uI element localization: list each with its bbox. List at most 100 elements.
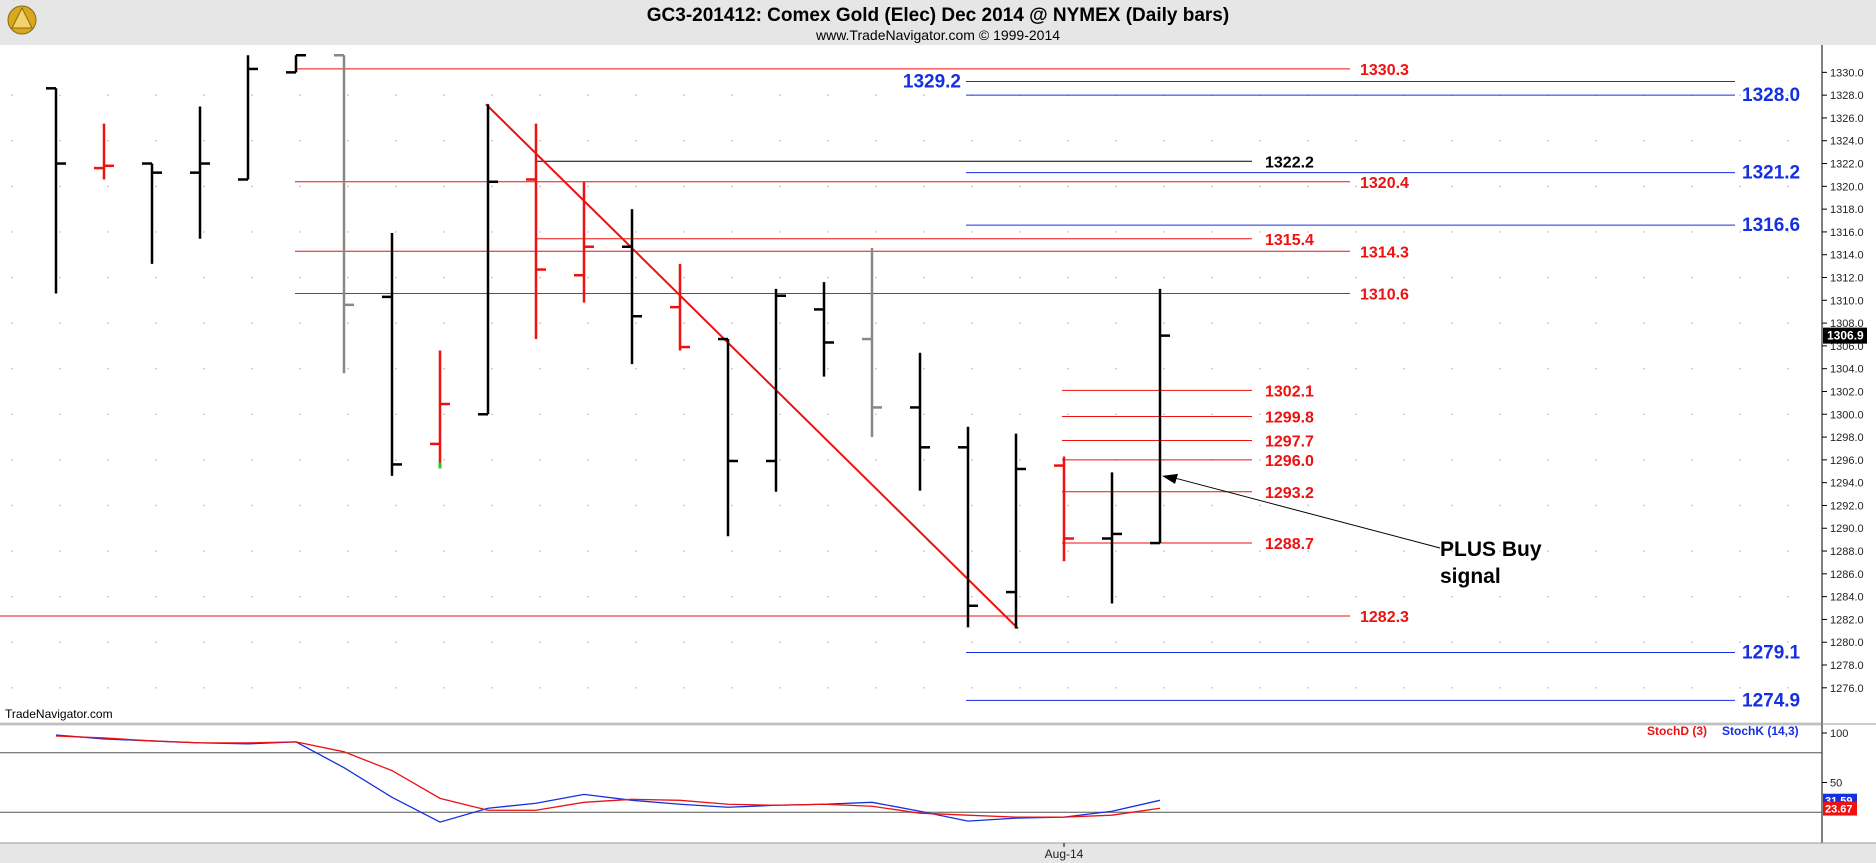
grid-dot [1211,641,1213,644]
grid-dot [443,459,445,461]
grid-dot [779,322,781,324]
grid-dot [155,367,157,370]
grid-dot [971,504,973,507]
level-label: 1296.0 [1265,453,1314,470]
grid-dot [779,231,781,233]
price-tick-label: 1310.0 [1830,295,1864,307]
grid-dot [491,595,493,598]
price-tick-label: 1324.0 [1830,136,1864,148]
level-label: 1282.3 [1360,609,1409,626]
grid-dot [1211,185,1213,188]
grid-dot [827,94,829,96]
grid-dot [1595,595,1597,598]
grid-dot [875,231,877,233]
grid-dot [203,595,205,598]
grid-dot [443,322,445,324]
grid-dot [347,139,349,142]
grid-dot [443,595,445,598]
grid-dot [1691,185,1693,188]
grid-dot [203,459,205,461]
grid-dot [11,185,13,188]
grid-dot [827,322,829,324]
grid-dot [1019,231,1021,233]
grid-dot [395,139,397,142]
grid-dot [1739,322,1741,324]
grid-dot [1067,550,1069,552]
grid-dot [587,550,589,552]
price-tick-label: 1300.0 [1830,409,1864,421]
grid-dot [59,641,61,644]
grid-dot [11,641,13,644]
grid-dot [1067,231,1069,233]
grid-dot [1307,367,1309,370]
grid-dot [1499,231,1501,233]
grid-dot [1355,687,1357,689]
grid-dot [1355,367,1357,370]
grid-dot [1547,504,1549,507]
grid-dot [827,641,829,644]
grid-dot [395,276,397,279]
grid-dot [443,94,445,96]
grid-dot [299,139,301,142]
grid-dot [251,367,253,370]
grid-dot [251,276,253,279]
grid-dot [299,641,301,644]
grid-dot [1451,231,1453,233]
price-tick-label: 1276.0 [1830,683,1864,695]
grid-dot [1403,641,1405,644]
grid-dot [635,504,637,507]
price-tick-label: 1302.0 [1830,386,1864,398]
grid-dot [1547,185,1549,188]
grid-dot [1739,94,1741,96]
grid-dot [779,687,781,689]
stochK-legend: StochK (14,3) [1722,724,1799,738]
grid-dot [683,641,685,644]
grid-dot [59,231,61,233]
grid-dot [395,459,397,461]
grid-dot [1307,231,1309,233]
grid-dot [971,550,973,552]
price-tick-label: 1314.0 [1830,250,1864,262]
grid-dot [683,687,685,689]
grid-dot [731,94,733,96]
level-label: 1288.7 [1265,536,1314,553]
grid-dot [683,550,685,552]
grid-dot [1499,139,1501,142]
grid-dot [587,139,589,142]
grid-dot [59,185,61,188]
grid-dot [1163,595,1165,598]
grid-dot [1739,687,1741,689]
price-bar [478,104,498,416]
grid-dot [299,276,301,279]
grid-dot [1163,276,1165,279]
grid-dot [1691,413,1693,416]
grid-dot [1451,322,1453,324]
grid-dot [1595,185,1597,188]
grid-dot [107,550,109,552]
grid-dot [731,504,733,507]
grid-dot [971,139,973,142]
grid-dot [1019,413,1021,416]
price-tick-label: 1306.0 [1830,341,1864,353]
grid-dot [251,413,253,416]
grid-dot [299,550,301,552]
grid-dot [1307,550,1309,552]
grid-dot [107,276,109,279]
price-tick-label: 1318.0 [1830,204,1864,216]
grid-dot [491,459,493,461]
grid-dot [395,322,397,324]
annotation-arrow [1173,477,1441,549]
grid-dot [395,641,397,644]
grid-dot [1211,550,1213,552]
grid-dot [1739,276,1741,279]
grid-dot [491,504,493,507]
grid-dot [1307,322,1309,324]
grid-dot [1259,185,1261,188]
grid-dot [443,641,445,644]
grid-dot [587,231,589,233]
grid-dot [107,641,109,644]
grid-dot [491,231,493,233]
grid-dot [299,595,301,598]
price-tick-label: 1322.0 [1830,159,1864,171]
